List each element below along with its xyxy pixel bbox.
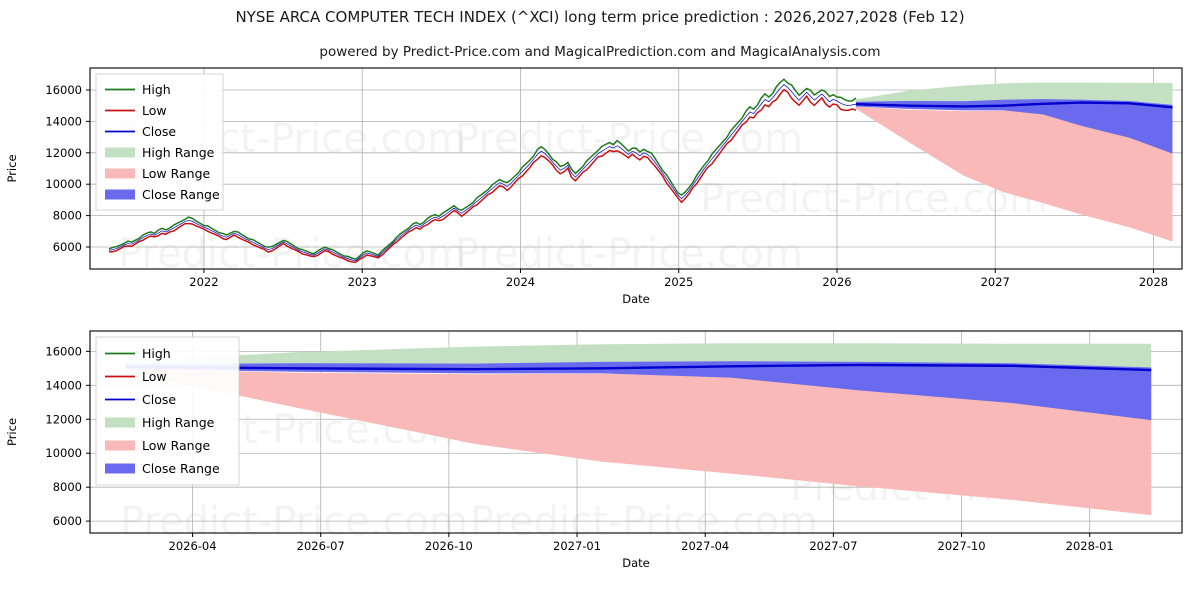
plot-frame [89, 67, 1183, 270]
y-tick-label: 10000 [45, 446, 82, 460]
x-axis-label: Date [622, 556, 650, 570]
x-tick-label: 2022 [189, 275, 218, 289]
x-tick-label: 2026-04 [169, 539, 217, 553]
legend-item-label: High [142, 82, 171, 97]
legend-item-label: Low Range [142, 438, 211, 453]
svg-text:Predict-Price.com: Predict-Price.com [455, 231, 803, 277]
forecast-close-line [125, 363, 1152, 372]
legend-item-label: Close Range [142, 461, 220, 476]
x-tick-label: 2027-07 [809, 539, 857, 553]
plot-area [125, 343, 1152, 516]
y-tick-label: 8000 [53, 209, 82, 223]
low-range-band [855, 106, 1173, 242]
history-low-line [108, 88, 857, 264]
legend-item-label: Close [142, 124, 176, 139]
y-tick-label: 16000 [45, 344, 82, 358]
legend-swatch-patch [105, 147, 135, 158]
legend-swatch-patch [105, 189, 135, 200]
plot-frame [89, 330, 1183, 534]
legend-item-label: High Range [142, 415, 215, 430]
x-tick-label: 2024 [506, 275, 535, 289]
legend-swatch-patch [105, 168, 135, 179]
legend-item-label: Close [142, 392, 176, 407]
y-tick-label: 10000 [45, 177, 82, 191]
legend-swatch-patch [105, 440, 135, 451]
x-axis: 2026-04 2026-07 2026-10 2027-01 2027-04 2027-… [169, 533, 1114, 553]
x-tick-label: 2027-04 [681, 539, 729, 553]
x-axis-label: Date [622, 292, 650, 306]
close-range-band [855, 99, 1173, 154]
x-tick-label: 2023 [348, 275, 377, 289]
page-subtitle: powered by Predict-Price.com and Magical… [319, 44, 881, 60]
x-tick-label: 2026 [822, 275, 851, 289]
x-tick-label: 2028-01 [1066, 539, 1114, 553]
svg-text:Predict-Price.com: Predict-Price.com [120, 499, 468, 545]
close-range-band [125, 361, 1152, 421]
x-tick-label: 2027-01 [553, 539, 601, 553]
chart-legend: High Low Close High Range Low Range Close Ran… [95, 73, 224, 211]
legend-item-label: High [142, 346, 171, 361]
y-tick-label: 6000 [53, 514, 82, 528]
legend-item-label: Low Range [142, 166, 211, 181]
low-range-band [125, 369, 1152, 516]
history-high-line [108, 78, 857, 261]
legend-item-label: Close Range [142, 187, 220, 202]
bottom-forecast-chart: Predict-Price.comPredict-Price.comPredic… [5, 330, 1183, 570]
x-axis: 2022 2023 2024 2025 2026 2027 2028 [189, 269, 1168, 289]
y-axis: 6000 8000 10000 12000 14000 16000 [45, 344, 90, 528]
chart-legend: High Low Close High Range Low Range Close Ran… [95, 336, 240, 486]
x-tick-label: 2026-10 [425, 539, 473, 553]
legend-item-label: Low [142, 369, 167, 384]
y-axis-label: Price [5, 418, 19, 446]
x-tick-label: 2025 [664, 275, 693, 289]
y-axis-label: Price [5, 154, 19, 182]
y-tick-label: 14000 [45, 378, 82, 392]
page-title: NYSE ARCA COMPUTER TECH INDEX (^XCI) lon… [235, 8, 965, 26]
history-close-line [108, 84, 857, 262]
y-tick-label: 16000 [45, 83, 82, 97]
y-tick-label: 12000 [45, 146, 82, 160]
x-tick-label: 2026-07 [297, 539, 345, 553]
y-axis: 6000 8000 10000 12000 14000 16000 [45, 83, 90, 254]
svg-text:Predict-Price.com: Predict-Price.com [455, 116, 803, 162]
legend-item-label: Low [142, 103, 167, 118]
x-tick-label: 2028 [1139, 275, 1168, 289]
svg-text:Predict-Price.com: Predict-Price.com [118, 231, 466, 277]
top-price-chart: Predict-Price.comPredict-Price.comPredic… [5, 67, 1183, 306]
y-tick-label: 6000 [53, 240, 82, 254]
legend-swatch-patch [105, 417, 135, 428]
x-tick-label: 2027-10 [938, 539, 986, 553]
y-tick-label: 8000 [53, 480, 82, 494]
y-tick-label: 12000 [45, 412, 82, 426]
svg-text:Predict-Price.com: Predict-Price.com [470, 499, 818, 545]
y-tick-label: 14000 [45, 114, 82, 128]
legend-item-label: High Range [142, 145, 215, 160]
forecast-close-line [855, 101, 1173, 109]
x-tick-label: 2027 [981, 275, 1010, 289]
plot-area [108, 78, 1173, 264]
legend-swatch-patch [105, 463, 135, 474]
